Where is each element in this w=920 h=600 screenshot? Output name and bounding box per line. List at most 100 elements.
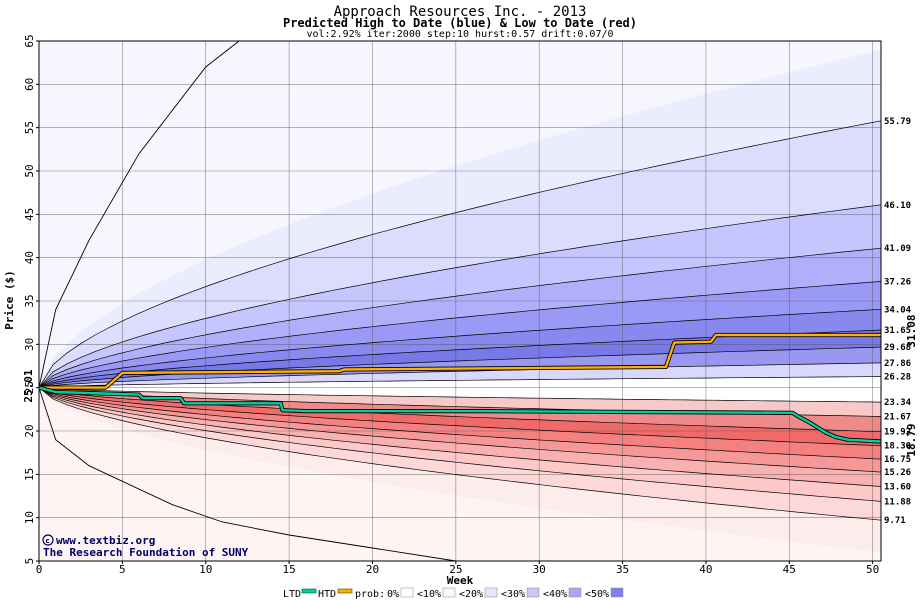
low-band — [39, 387, 881, 460]
y-axis-ticks: 5 10 15 20 25 30 35 40 45 50 55 60 65 — [23, 34, 39, 564]
high-band — [39, 248, 881, 388]
ltd-line — [38, 386, 882, 443]
legend-item-swatch — [568, 587, 582, 598]
percentile-end-label: 31.65 — [884, 326, 911, 336]
percentile-end-label: 16.75 — [884, 455, 911, 465]
y-tick-label: 15 — [23, 468, 36, 481]
percentile-line — [38, 376, 882, 388]
credit-box: c www.textbiz.org The Research Foundatio… — [42, 534, 249, 559]
x-tick-label: 5 — [119, 563, 126, 576]
percentile-end-label: 21.67 — [884, 413, 911, 423]
percentile-line — [38, 281, 882, 388]
percentile-end-label: 46.10 — [884, 201, 911, 211]
percentile-line — [38, 387, 882, 521]
final-low-label: 18.79 — [905, 423, 918, 456]
legend-ltd-label: LTD — [283, 589, 301, 600]
percentile-line — [38, 247, 882, 388]
outer-envelope — [38, 40, 456, 562]
outer-low-line — [38, 387, 456, 562]
legend-item-label: <30% — [501, 589, 525, 600]
legend-prob-label: prob: — [355, 589, 385, 600]
y-tick-label: 40 — [23, 251, 36, 264]
legend-item-label: <40% — [543, 589, 567, 600]
x-tick-label: 25 — [449, 563, 462, 576]
chart-subtitle: Predicted High to Date (blue) & Low to D… — [283, 16, 637, 30]
percentile-line — [38, 387, 882, 487]
high-band — [39, 362, 881, 388]
htd-line — [39, 333, 881, 389]
low-band — [39, 387, 881, 502]
legend-item-swatch — [400, 587, 414, 598]
legend-item-label: 0% — [387, 589, 399, 600]
percentile-end-label: 18.30 — [884, 442, 911, 452]
y-tick-label: 5 — [23, 558, 36, 565]
y-tick-label: 55 — [23, 121, 36, 134]
percentile-end-label: 37.26 — [884, 277, 911, 287]
x-tick-label: 20 — [366, 563, 379, 576]
percentile-end-label: 55.79 — [884, 117, 911, 127]
percentile-end-label: 26.28 — [884, 373, 911, 383]
percentile-end-label: 15.26 — [884, 468, 911, 478]
high-band — [39, 204, 881, 388]
legend-item-label: <10% — [417, 589, 441, 600]
low-band — [39, 387, 881, 403]
percentile-end-labels: 55.79 46.10 41.09 37.26 34.04 31.65 29.68 27.86… — [884, 117, 912, 526]
percentile-end-label: 9.71 — [884, 516, 906, 526]
percentile-line — [38, 387, 882, 433]
percentile-end-label: 34.04 — [884, 305, 912, 315]
y-tick-label: 65 — [23, 34, 36, 47]
high-band — [39, 49, 881, 388]
y-tick-label: 35 — [23, 294, 36, 307]
outer-high-line — [38, 40, 240, 388]
low-band — [39, 387, 881, 487]
x-axis-ticks: 0 5 10 15 20 25 30 35 40 45 50 — [36, 561, 879, 576]
final-high-label: 31.08 — [905, 314, 918, 347]
percentile-line — [38, 308, 882, 388]
high-band — [39, 281, 881, 388]
percentile-end-label: 29.68 — [884, 343, 911, 353]
percentile-line — [38, 362, 882, 388]
y-tick-label: 20 — [23, 424, 36, 437]
percentile-line — [38, 387, 882, 502]
percentile-end-label: 27.86 — [884, 359, 911, 369]
percentile-end-label: 13.60 — [884, 482, 911, 492]
low-band — [39, 387, 881, 417]
percentile-end-label: 23.34 — [884, 398, 912, 408]
low-band — [39, 387, 881, 553]
y-tick-label: 10 — [23, 511, 36, 524]
legend-probability-items: 0% <10% <20% <30% <40% <50% — [387, 587, 624, 600]
x-tick-label: 45 — [783, 563, 796, 576]
x-tick-label: 40 — [699, 563, 712, 576]
high-band — [39, 309, 881, 388]
x-tick-label: 15 — [282, 563, 295, 576]
copyright-glyph: c — [46, 537, 50, 545]
y-tick-label: 30 — [23, 338, 36, 351]
start-price-label: 25.01 — [22, 369, 35, 402]
y-tick-label: 60 — [23, 78, 36, 91]
percentile-contours — [38, 120, 882, 521]
x-tick-label: 35 — [616, 563, 629, 576]
percentile-line — [38, 204, 882, 388]
credit-url: www.textbiz.org — [56, 534, 155, 547]
legend-ltd-swatch — [301, 588, 317, 594]
to-date-paths — [38, 332, 882, 444]
legend-item-swatch — [526, 587, 540, 598]
percentile-line — [38, 387, 882, 460]
high-band — [39, 376, 881, 388]
legend-item-swatch — [610, 587, 624, 598]
y-tick-label: 45 — [23, 208, 36, 221]
x-axis-label: Week — [447, 574, 474, 587]
chart-params: vol:2.92% iter:2000 step:10 hurst:0.57 d… — [306, 29, 613, 40]
percentile-line — [38, 387, 882, 447]
percentile-end-label: 41.09 — [884, 244, 911, 254]
legend-htd-label: HTD — [318, 589, 336, 600]
legend: LTD HTD prob: 0% <10% <20% <30% <40% <50% — [283, 587, 624, 600]
y-tick-label: 25 — [23, 381, 36, 394]
percentile-end-label: 19.92 — [884, 428, 911, 438]
x-tick-label: 0 — [36, 563, 43, 576]
copyright-icon — [42, 534, 54, 546]
low-band — [39, 387, 881, 521]
percentile-line — [38, 120, 882, 388]
low-band — [39, 387, 881, 473]
